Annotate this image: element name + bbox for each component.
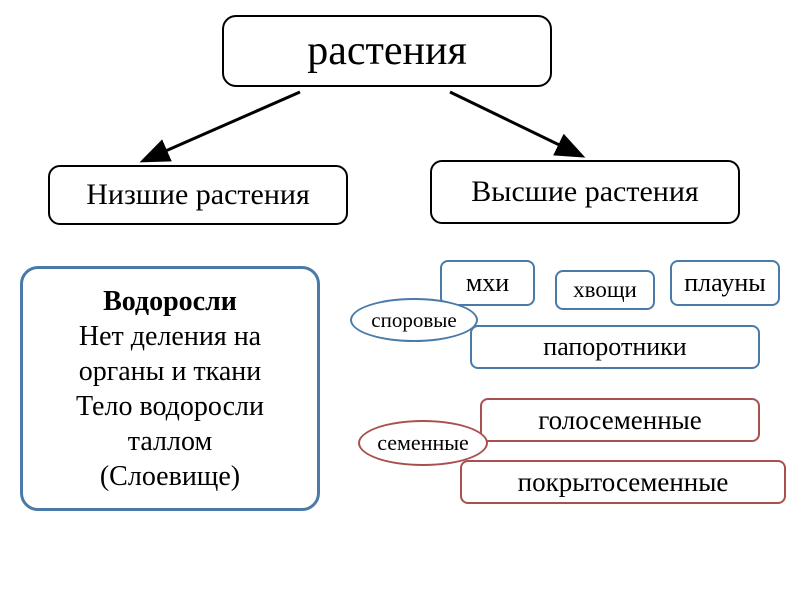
- node-lower-label: Низшие растения: [86, 178, 310, 212]
- node-angiosperms: покрытосеменные: [460, 460, 786, 504]
- edge-group: [145, 92, 580, 160]
- node-angiosperms-label: покрытосеменные: [518, 467, 729, 498]
- node-algae: Водоросли Нет деления на органы и ткани …: [20, 266, 320, 511]
- node-ferns: папоротники: [470, 325, 760, 369]
- node-mosses: мхи: [440, 260, 535, 306]
- node-horsetails: хвощи: [555, 270, 655, 310]
- node-root-label: растения: [307, 27, 467, 75]
- node-clubmosses: плауны: [670, 260, 780, 306]
- edge-arrow: [145, 92, 300, 160]
- node-gymnosperms: голосеменные: [480, 398, 760, 442]
- ellipse-seed-label: семенные: [377, 430, 469, 456]
- node-lower: Низшие растения: [48, 165, 348, 225]
- node-root: растения: [222, 15, 552, 87]
- node-algae-title: Водоросли: [103, 284, 237, 319]
- node-clubmosses-label: плауны: [684, 268, 766, 298]
- node-gymnosperms-label: голосеменные: [538, 405, 702, 436]
- node-horsetails-label: хвощи: [573, 277, 637, 303]
- node-higher-label: Высшие растения: [471, 175, 698, 209]
- ellipse-spore-label: споровые: [371, 308, 456, 333]
- node-ferns-label: папоротники: [543, 332, 686, 362]
- ellipse-spore: споровые: [350, 298, 478, 342]
- edge-arrow: [450, 92, 580, 155]
- node-higher: Высшие растения: [430, 160, 740, 224]
- node-mosses-label: мхи: [466, 268, 509, 298]
- node-algae-body: Нет деления на органы и ткани Тело водор…: [76, 319, 264, 494]
- ellipse-seed: семенные: [358, 420, 488, 466]
